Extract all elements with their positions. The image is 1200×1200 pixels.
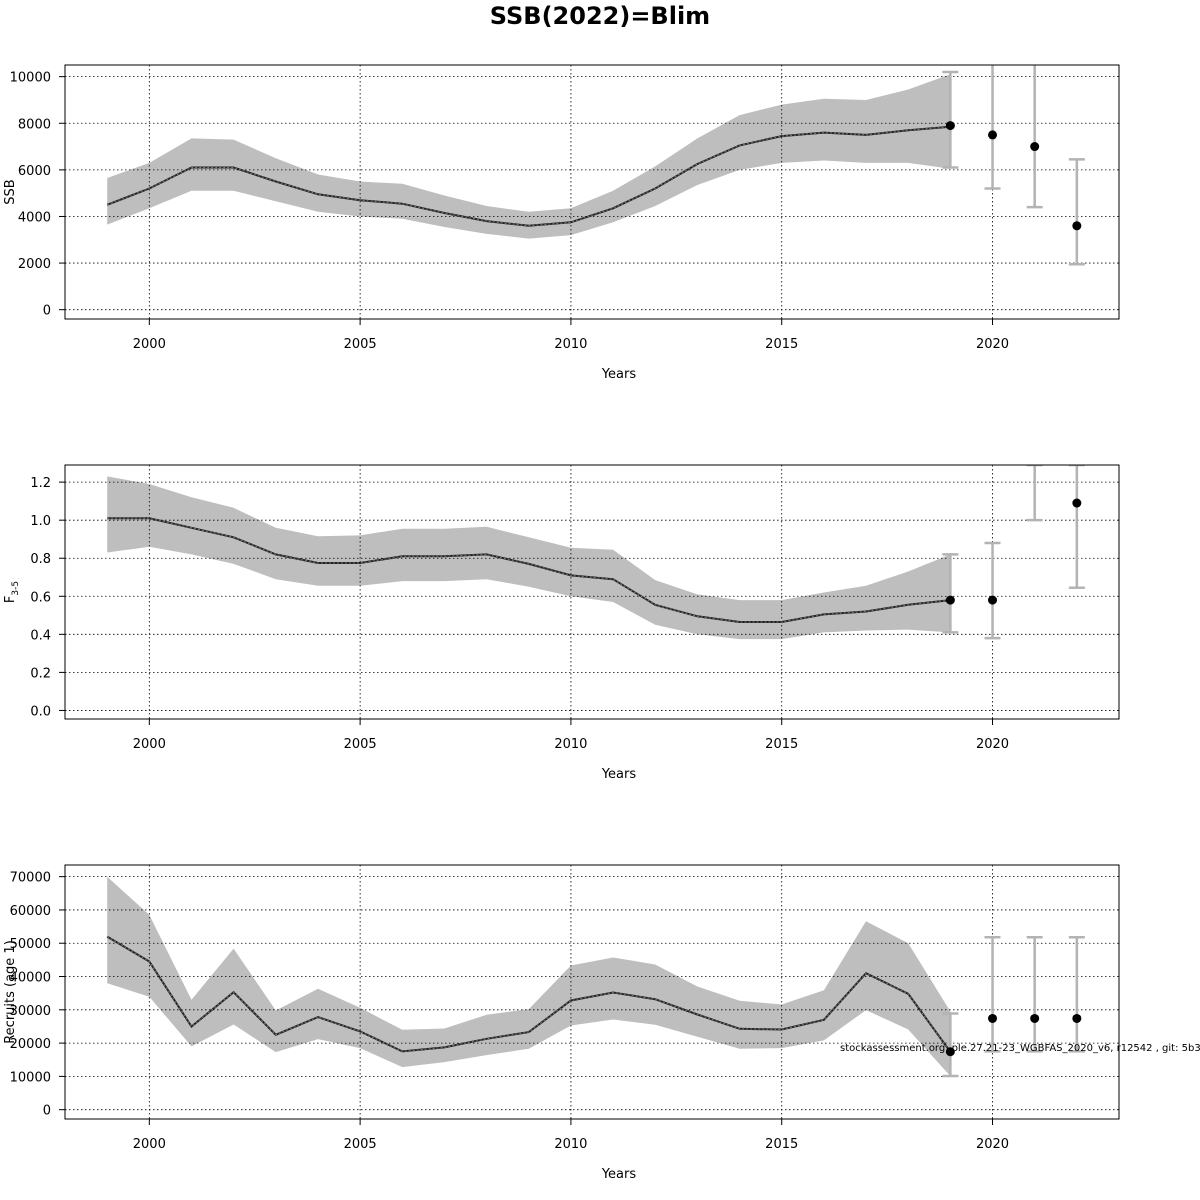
x-tick-label: 2005 — [344, 737, 377, 752]
chart-title: SSB(2022)=Blim — [490, 2, 710, 30]
x-tick-label: 2000 — [133, 737, 166, 752]
forecast-errorbar — [1026, 65, 1043, 209]
forecast-errorbar — [942, 70, 959, 169]
x-tick-label: 2005 — [344, 1137, 377, 1152]
y-tick-label: 0.2 — [30, 666, 51, 681]
y-tick-label: 0 — [43, 304, 51, 319]
y-tick-label: 1.2 — [30, 476, 51, 491]
forecast-errorbar — [984, 935, 1001, 1053]
x-tick-label: 2000 — [133, 337, 166, 352]
estimate-line-dotted — [107, 517, 951, 623]
forecast-point — [945, 121, 955, 131]
forecast-errorbar — [984, 541, 1001, 640]
y-tick-label: 0.8 — [30, 552, 51, 567]
y-tick-label: 8000 — [18, 117, 51, 132]
estimate-line-dotted — [107, 126, 951, 227]
forecast-point — [1072, 1013, 1082, 1023]
y-tick-label: 2000 — [18, 257, 51, 272]
forecast-errorbar — [1068, 935, 1085, 1053]
y-tick-label: 30000 — [10, 1004, 51, 1019]
forecast-point — [945, 595, 955, 605]
x-tick-label: 2015 — [765, 737, 798, 752]
forecast-errorbar — [1068, 158, 1085, 266]
forecast-point — [945, 1047, 955, 1057]
x-tick-label: 2020 — [976, 737, 1009, 752]
plot-frame — [64, 864, 1120, 1120]
forecast-point — [1030, 142, 1040, 152]
x-tick-label: 2005 — [344, 337, 377, 352]
forecast-point — [1030, 1013, 1040, 1023]
y-tick-label: 4000 — [18, 210, 51, 225]
forecast-errorbar — [1026, 935, 1043, 1053]
y-tick-label: 40000 — [10, 971, 51, 986]
y-tick-label: 10000 — [10, 71, 51, 86]
x-tick-label: 2020 — [976, 1137, 1009, 1152]
confidence-band — [107, 876, 951, 1077]
footer-text: stockassessment.org, ple.27.21-23_WGBFAS… — [840, 1043, 1200, 1054]
forecast-errorbar — [1026, 465, 1043, 522]
panel-1: 2000 2005 2010 2015 2020 0 2000 4000 6000 8000 100… — [3, 64, 1120, 382]
y-axis-title: Recruits (age 1) — [3, 940, 18, 1044]
x-tick-label: 2010 — [554, 1137, 587, 1152]
x-tick-label: 2010 — [554, 337, 587, 352]
y-axis-title-main: F — [3, 596, 18, 603]
y-axis-title: SSB — [3, 179, 18, 204]
y-tick-label: 1.0 — [30, 514, 51, 529]
y-tick-label: 50000 — [10, 937, 51, 952]
forecast-errorbar — [942, 553, 959, 634]
estimate-line-dotted — [106, 936, 951, 1053]
y-tick-label: 20000 — [10, 1037, 51, 1052]
y-tick-label: 0.0 — [30, 704, 51, 719]
y-tick-label: 10000 — [10, 1070, 51, 1085]
y-tick-label: 0.4 — [30, 628, 51, 643]
y-axis-title-subscript: 3-5 — [11, 581, 21, 596]
x-tick-label: 2010 — [554, 737, 587, 752]
panel-3: 2000 2005 2010 2015 2020 0 10000 20000 30000 4000… — [3, 864, 1120, 1182]
forecast-point — [1072, 498, 1082, 508]
confidence-band — [107, 476, 951, 640]
y-axis-title: F3-5 — [3, 581, 21, 603]
y-tick-label: 0 — [43, 1104, 51, 1119]
forecast-point — [988, 130, 998, 140]
y-tick-label: 0.6 — [30, 590, 51, 605]
forecast-errorbar — [984, 65, 1001, 190]
panel-2: 2000 2005 2010 2015 2020 0.0 0.2 0.4 0.6 0.8 1.0 1.… — [3, 464, 1120, 782]
x-axis-title: Years — [601, 367, 637, 382]
forecast-point — [1072, 221, 1082, 231]
x-axis-title: Years — [601, 1167, 637, 1182]
plot-frame — [64, 464, 1120, 720]
forecast-point — [988, 1013, 998, 1023]
forecast-errorbar — [1068, 465, 1085, 589]
x-tick-label: 2015 — [765, 337, 798, 352]
forecast-errorbar — [942, 1012, 959, 1078]
x-tick-label: 2015 — [765, 1137, 798, 1152]
x-axis-title: Years — [601, 767, 637, 782]
y-tick-label: 6000 — [18, 164, 51, 179]
forecast-point — [988, 595, 998, 605]
chart-panels: 2000 2005 2010 2015 2020 0 2000 4000 6000 8000 100… — [3, 64, 1120, 1182]
x-tick-label: 2000 — [133, 1137, 166, 1152]
y-tick-label: 70000 — [10, 871, 51, 886]
x-tick-label: 2020 — [976, 337, 1009, 352]
confidence-band — [107, 74, 951, 239]
y-tick-label: 60000 — [10, 904, 51, 919]
plot-frame — [64, 64, 1120, 320]
